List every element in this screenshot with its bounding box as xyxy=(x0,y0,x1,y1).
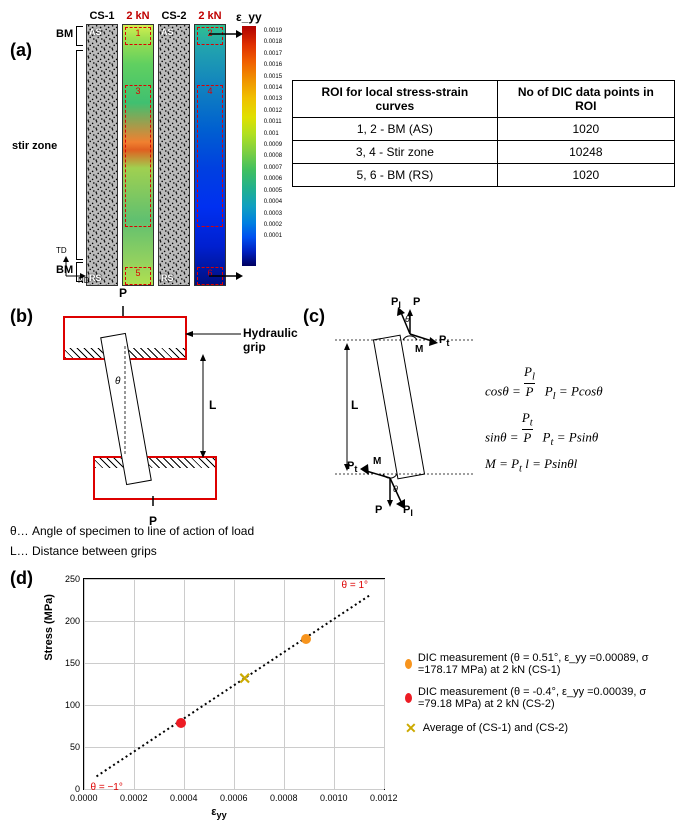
table-header: No of DIC data points in ROI xyxy=(497,81,674,118)
panel-c-label: (c) xyxy=(303,306,325,506)
panel-bc-row: (b) xyxy=(10,306,675,558)
xlabel: εyy xyxy=(211,806,226,820)
strips-container: BM stir zone BM CS-1ASRS2 kN135CS-2ASRS2… xyxy=(86,10,226,286)
colorbar-ticks: 0.00190.00180.00170.00160.00150.00140.00… xyxy=(264,26,282,266)
theta-caption: θ… Angle of specimen to line of action o… xyxy=(10,524,273,538)
colorbar xyxy=(242,26,256,266)
L-caption: L… Distance between grips xyxy=(10,544,273,558)
ylabel: Stress (MPa) xyxy=(43,594,55,661)
panel-b: (b) xyxy=(10,306,273,558)
legend: DIC measurement (θ = 0.51°, ε_yy =0.0008… xyxy=(405,642,675,747)
panel-d-label: (d) xyxy=(10,568,33,589)
grip-label: Hydraulic grip xyxy=(243,326,298,354)
colorbar-section: ε_yy 0.00190.00180.00170.00160.00150.001… xyxy=(236,10,282,266)
axis-arrows: TD ND xyxy=(58,254,88,286)
panel-d: (d) 0501001502002500.00000.00020.00040.0… xyxy=(10,568,675,820)
chart: 0501001502002500.00000.00020.00040.00060… xyxy=(83,578,385,790)
panel-a-label: (a) xyxy=(10,40,32,61)
stirzone-label: stir zone xyxy=(12,140,57,152)
bm-top-label: BM xyxy=(56,28,73,40)
panel-a: (a) BM stir zone BM CS-1ASRS2 kN135CS-2A… xyxy=(10,10,675,286)
panel-c: (c) xyxy=(303,306,603,558)
equations: cosθ = PlP Pl = Pcosθ sinθ = PtP Pt = Ps… xyxy=(485,356,603,506)
roi-table: ROI for local stress-strain curves No of… xyxy=(292,80,675,187)
epsilon-label: ε_yy xyxy=(236,10,262,24)
table-header: ROI for local stress-strain curves xyxy=(293,81,498,118)
panel-b-label: (b) xyxy=(10,306,33,506)
table-row: 3, 4 - Stir zone10248 xyxy=(293,141,675,164)
table-row: 1, 2 - BM (AS)1020 xyxy=(293,118,675,141)
table-row: 5, 6 - BM (RS)1020 xyxy=(293,164,675,187)
strips: CS-1ASRS2 kN135CS-2ASRS2 kN246 xyxy=(86,10,226,286)
